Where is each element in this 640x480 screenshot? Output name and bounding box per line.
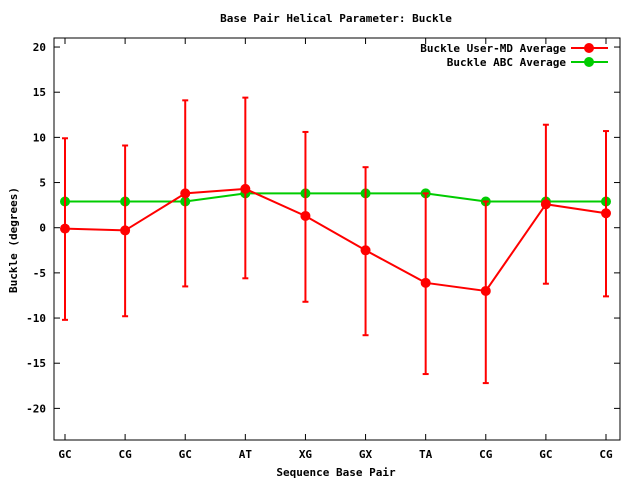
y-tick-label: -20 [26, 402, 46, 415]
data-point [240, 183, 251, 194]
chart-title: Base Pair Helical Parameter: Buckle [220, 12, 452, 25]
x-tick-label: CG [599, 448, 613, 461]
data-point [360, 245, 371, 256]
y-tick-label: 0 [39, 222, 46, 235]
data-point [180, 188, 191, 199]
y-tick-label: -10 [26, 312, 46, 325]
x-tick-label: GC [58, 448, 71, 461]
legend-label: Buckle User-MD Average [420, 42, 566, 55]
x-tick-label: XG [299, 448, 313, 461]
y-axis-label: Buckle (degrees) [7, 187, 20, 293]
x-tick-label: GX [359, 448, 373, 461]
data-point [120, 225, 131, 236]
legend-marker [584, 43, 594, 53]
data-point [60, 223, 70, 234]
series-user-md [60, 96, 611, 385]
series-layer [60, 96, 611, 385]
x-tick-label: GC [179, 448, 192, 461]
y-axis: -20 -15 -10 -5 0 5 10 15 20 [26, 41, 620, 415]
legend-marker [584, 57, 594, 67]
y-tick-label: -15 [26, 357, 46, 370]
data-point [300, 210, 311, 221]
x-axis: GC CG GC AT XG GX TA CG GC CG [58, 38, 613, 461]
y-tick-label: 20 [33, 41, 46, 54]
data-point [420, 277, 431, 288]
series-line [64, 187, 607, 293]
y-tick-label: 10 [33, 131, 46, 144]
x-tick-label: CG [479, 448, 493, 461]
y-tick-label: 15 [33, 86, 46, 99]
data-point [480, 285, 491, 296]
data-point [540, 199, 551, 210]
data-point [601, 208, 611, 219]
x-tick-label: AT [239, 448, 253, 461]
series-line [65, 192, 606, 203]
series-abc [60, 188, 611, 207]
x-tick-label: GC [539, 448, 552, 461]
legend-label: Buckle ABC Average [447, 56, 567, 69]
y-tick-label: 5 [39, 177, 46, 190]
x-tick-label: TA [419, 448, 433, 461]
plot-frame [53, 37, 621, 441]
x-tick-label: CG [118, 448, 132, 461]
x-axis-label: Sequence Base Pair [276, 466, 396, 479]
y-tick-label: -5 [33, 267, 46, 280]
